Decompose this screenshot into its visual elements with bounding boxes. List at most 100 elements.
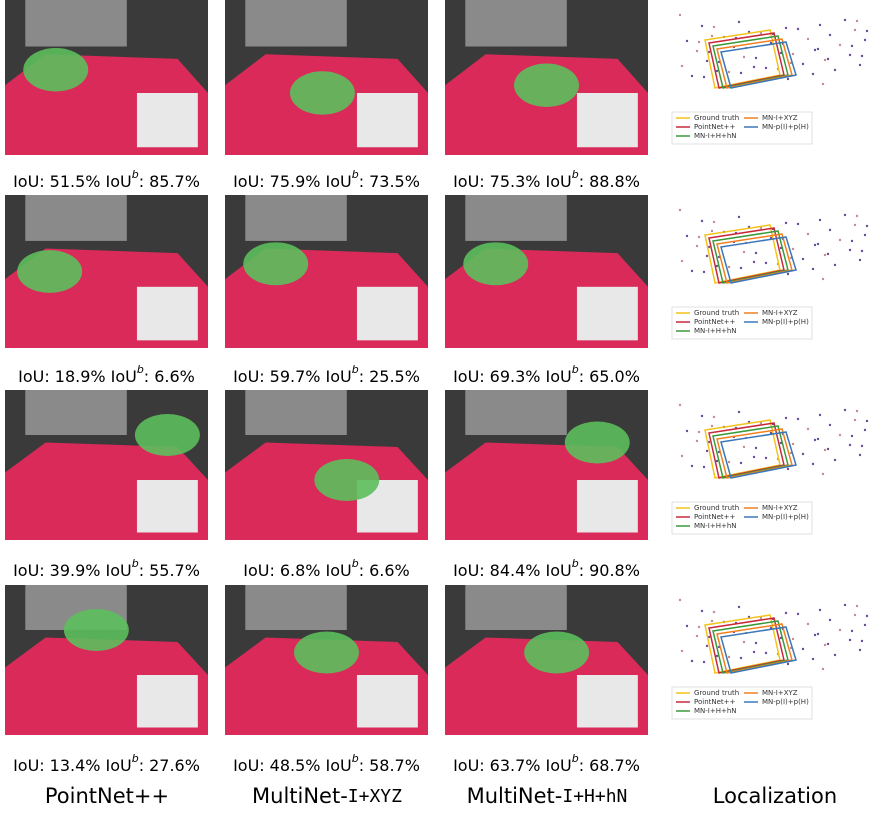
ioub-value: 55.7% (149, 561, 200, 580)
iou-label: IoU: (233, 756, 265, 775)
point-cloud-dot (856, 605, 858, 607)
point-cloud-dot (844, 409, 846, 411)
colon: : (579, 561, 584, 580)
predicted-region (290, 71, 355, 114)
point-cloud-dot (812, 268, 814, 270)
legend-label: MN-I+H+hN (694, 327, 737, 335)
iou-value: 48.5% (270, 756, 321, 775)
point-cloud-dot (703, 661, 705, 663)
point-cloud-dot (817, 243, 819, 245)
localization-plot: Ground truthPointNet++MN-I+H+hNMN-I+XYZM… (672, 14, 868, 144)
segmentation-image (5, 585, 208, 735)
wall (245, 0, 346, 47)
point-cloud-dot (859, 259, 861, 261)
point-cloud-dot (701, 415, 703, 417)
point-cloud-dot (740, 657, 742, 659)
ioub-label: IoU (106, 756, 132, 775)
segmentation-image (5, 0, 208, 155)
legend-label: MN-I+XYZ (762, 309, 798, 317)
point-cloud-dot (787, 468, 789, 470)
point-cloud-dot (797, 223, 799, 225)
point-cloud-dot (849, 54, 851, 56)
point-cloud-dot (713, 221, 715, 223)
furniture (357, 287, 418, 341)
iou-caption: IoU:51.5%IoUb:85.7% (13, 168, 200, 191)
point-cloud-dot (854, 29, 856, 31)
point-cloud-dot (785, 417, 787, 419)
iou-label: IoU: (453, 172, 485, 191)
point-cloud-dot (740, 267, 742, 269)
point-cloud-dot (696, 50, 698, 52)
legend-label: MN-I+H+hN (694, 522, 737, 530)
point-cloud-dot (703, 271, 705, 273)
point-cloud-dot (701, 220, 703, 222)
point-cloud-dot (802, 63, 804, 65)
iou-caption: IoU:69.3%IoUb:65.0% (453, 363, 640, 386)
iou-caption: IoU:63.7%IoUb:68.7% (453, 752, 640, 775)
predicted-region (23, 48, 88, 91)
ioub-label: IoU (326, 756, 352, 775)
point-cloud-dot (822, 83, 824, 85)
column-label-mono: I+H+hN (562, 786, 627, 807)
segmentation-image (5, 390, 208, 540)
wall (245, 195, 346, 241)
ioub-label: IoU (546, 561, 572, 580)
point-cloud-dot (703, 76, 705, 78)
point-cloud-dot (792, 443, 794, 445)
point-cloud-dot (738, 21, 740, 23)
point-cloud-dot (743, 446, 745, 448)
point-cloud-dot (856, 20, 858, 22)
point-cloud-dot (691, 660, 693, 662)
point-cloud-dot (814, 439, 816, 441)
point-cloud-dot (822, 473, 824, 475)
ioub-label: IoU (546, 172, 572, 191)
iou-caption: IoU:13.4%IoUb:27.6% (13, 752, 200, 775)
point-cloud-dot (681, 650, 683, 652)
predicted-region (314, 459, 379, 501)
point-cloud-dot (834, 654, 836, 656)
point-cloud-dot (851, 630, 853, 632)
point-cloud-dot (807, 233, 809, 235)
point-cloud-dot (859, 454, 861, 456)
point-cloud-dot (839, 434, 841, 436)
point-cloud-dot (819, 24, 821, 26)
point-cloud-dot (822, 278, 824, 280)
ioub-value: 25.5% (369, 367, 420, 386)
point-cloud-dot (854, 224, 856, 226)
ioub-label: IoU (546, 367, 572, 386)
point-cloud-dot (866, 30, 868, 32)
ioub-sup: b (572, 752, 579, 765)
ioub-value: 6.6% (154, 367, 195, 386)
segmentation-image (225, 195, 428, 348)
wall (245, 390, 346, 435)
point-cloud-dot (696, 440, 698, 442)
point-cloud-dot (711, 230, 713, 232)
point-cloud-dot (711, 425, 713, 427)
legend-label: MN-I+XYZ (762, 114, 798, 122)
point-cloud-dot (819, 414, 821, 416)
point-cloud-dot (681, 260, 683, 262)
point-cloud-dot (851, 240, 853, 242)
furniture (577, 480, 638, 533)
point-cloud-dot (701, 25, 703, 27)
point-cloud-dot (792, 638, 794, 640)
iou-value: 13.4% (50, 756, 101, 775)
predicted-region (17, 250, 82, 293)
point-cloud-dot (755, 57, 757, 59)
point-cloud-dot (706, 60, 708, 62)
colon: : (579, 172, 584, 191)
point-cloud-dot (802, 453, 804, 455)
point-cloud-dot (851, 45, 853, 47)
ioub-sup: b (137, 363, 144, 376)
ioub-sup: b (352, 557, 359, 570)
point-cloud-dot (854, 419, 856, 421)
point-cloud-dot (679, 14, 681, 16)
iou-label: IoU: (453, 756, 485, 775)
localization-plot: Ground truthPointNet++MN-I+H+hNMN-I+XYZM… (672, 599, 868, 719)
point-cloud-dot (698, 236, 700, 238)
predicted-region (463, 242, 528, 285)
segmentation-image (225, 390, 428, 540)
point-cloud-dot (787, 78, 789, 80)
point-cloud-dot (839, 44, 841, 46)
iou-caption: IoU:18.9%IoUb:6.6% (18, 363, 195, 386)
